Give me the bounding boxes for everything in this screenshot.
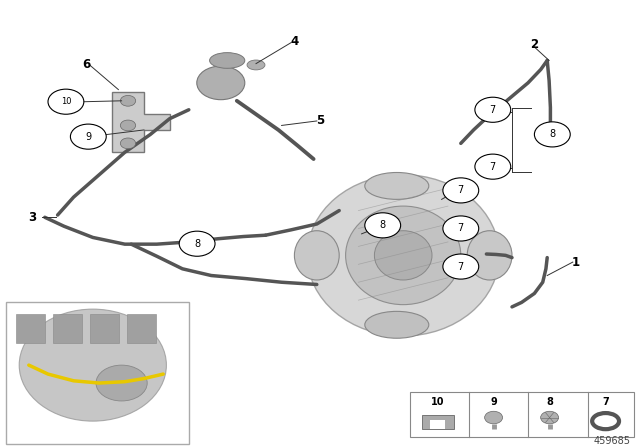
Circle shape xyxy=(443,178,479,203)
Ellipse shape xyxy=(294,231,339,280)
Polygon shape xyxy=(112,92,170,152)
Ellipse shape xyxy=(467,231,512,280)
Ellipse shape xyxy=(307,175,499,336)
Ellipse shape xyxy=(247,60,265,70)
Ellipse shape xyxy=(19,309,166,421)
Circle shape xyxy=(475,97,511,122)
Text: 9: 9 xyxy=(85,132,92,142)
Text: 2: 2 xyxy=(531,38,538,52)
Ellipse shape xyxy=(365,311,429,338)
Text: 6: 6 xyxy=(83,57,90,71)
Ellipse shape xyxy=(374,231,432,280)
Text: 5: 5 xyxy=(316,113,324,127)
Text: 8: 8 xyxy=(546,397,553,407)
Ellipse shape xyxy=(365,172,429,199)
Circle shape xyxy=(534,122,570,147)
Circle shape xyxy=(48,89,84,114)
Text: 7: 7 xyxy=(458,262,464,271)
Circle shape xyxy=(475,154,511,179)
Circle shape xyxy=(365,213,401,238)
Ellipse shape xyxy=(96,365,147,401)
Circle shape xyxy=(443,216,479,241)
Circle shape xyxy=(70,124,106,149)
FancyBboxPatch shape xyxy=(430,420,445,429)
Text: 10: 10 xyxy=(431,397,444,407)
Ellipse shape xyxy=(541,411,559,424)
Ellipse shape xyxy=(197,66,244,100)
Text: 7: 7 xyxy=(458,185,464,195)
Text: 8: 8 xyxy=(380,220,386,230)
Text: 459685: 459685 xyxy=(593,436,630,446)
Circle shape xyxy=(120,120,136,131)
Text: 8: 8 xyxy=(549,129,556,139)
Circle shape xyxy=(120,138,136,149)
Bar xyxy=(127,314,156,343)
Ellipse shape xyxy=(210,53,244,69)
Bar xyxy=(53,314,82,343)
Ellipse shape xyxy=(346,206,461,305)
Bar xyxy=(16,314,45,343)
FancyBboxPatch shape xyxy=(6,302,189,444)
Text: 7: 7 xyxy=(490,162,496,172)
Ellipse shape xyxy=(592,413,619,429)
Text: 7: 7 xyxy=(458,224,464,233)
FancyBboxPatch shape xyxy=(410,392,634,437)
Circle shape xyxy=(484,411,502,424)
Text: 7: 7 xyxy=(490,105,496,115)
Text: 4: 4 xyxy=(291,35,298,48)
Text: 7: 7 xyxy=(602,397,609,407)
Text: 1: 1 xyxy=(572,255,580,269)
Circle shape xyxy=(179,231,215,256)
Text: 3: 3 xyxy=(28,211,36,224)
Text: 10: 10 xyxy=(61,97,71,106)
Circle shape xyxy=(443,254,479,279)
Text: 8: 8 xyxy=(194,239,200,249)
Circle shape xyxy=(120,95,136,106)
Text: 9: 9 xyxy=(490,397,497,407)
Bar xyxy=(90,314,119,343)
FancyBboxPatch shape xyxy=(422,415,454,429)
